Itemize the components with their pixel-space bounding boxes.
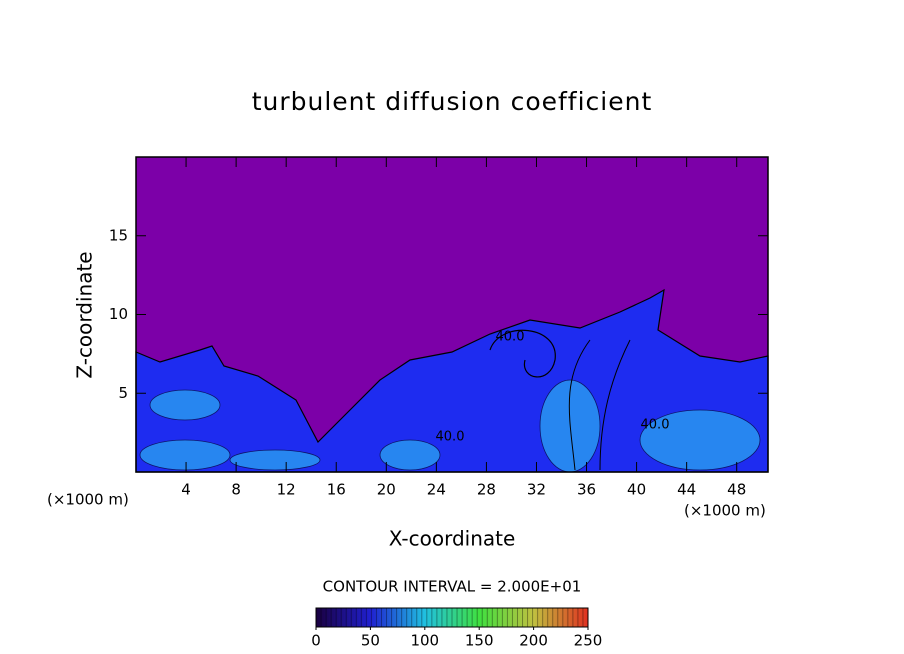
contour-interval: CONTOUR INTERVAL = 2.000E+01 [323, 578, 582, 596]
colorbar-tick-label: 150 [465, 632, 494, 650]
x-tick-label: 12 [277, 481, 296, 499]
x-tick-label: 4 [181, 481, 191, 499]
field-patch [139, 439, 231, 471]
chart-title: turbulent diffusion coefficient [252, 87, 653, 116]
y-axis-label: Z-coordinate [73, 251, 97, 378]
contour-label: 40.0 [496, 330, 525, 345]
x-axis-label: X-coordinate [389, 527, 516, 551]
field-patch [379, 439, 441, 471]
field-patch [229, 449, 321, 471]
x-tick-label: 32 [527, 481, 546, 499]
field-patch [639, 409, 761, 471]
x-tick-label: 24 [427, 481, 446, 499]
x-tick-label: 20 [377, 481, 396, 499]
colorbar-tick-label: 200 [519, 632, 548, 650]
x-tick-label: 40 [627, 481, 646, 499]
colorbar [315, 607, 589, 628]
contour-label: 40.0 [436, 430, 465, 445]
contour-label: 40.0 [641, 418, 670, 433]
colorbar-tick-label: 50 [361, 632, 380, 650]
x-tick-label: 8 [231, 481, 241, 499]
x-tick-label: 48 [727, 481, 746, 499]
x-tick-label: 44 [677, 481, 696, 499]
y-tick-label: 15 [109, 226, 128, 244]
x-tick-label: 16 [327, 481, 346, 499]
y-unit-label: (×1000 m) [47, 491, 129, 509]
field-region [135, 288, 769, 473]
x-tick-label: 28 [477, 481, 496, 499]
colorbar-tick-label: 250 [574, 632, 603, 650]
field-plume [568, 339, 631, 471]
colorbar-tick-label: 0 [311, 632, 321, 650]
x-tick-label: 36 [577, 481, 596, 499]
y-tick-label: 5 [118, 384, 128, 402]
y-tick-label: 10 [109, 305, 128, 323]
colorbar-tick-label: 100 [410, 632, 439, 650]
x-unit-label: (×1000 m) [684, 502, 766, 520]
field-swirl [489, 329, 556, 378]
field-patch [149, 389, 221, 421]
